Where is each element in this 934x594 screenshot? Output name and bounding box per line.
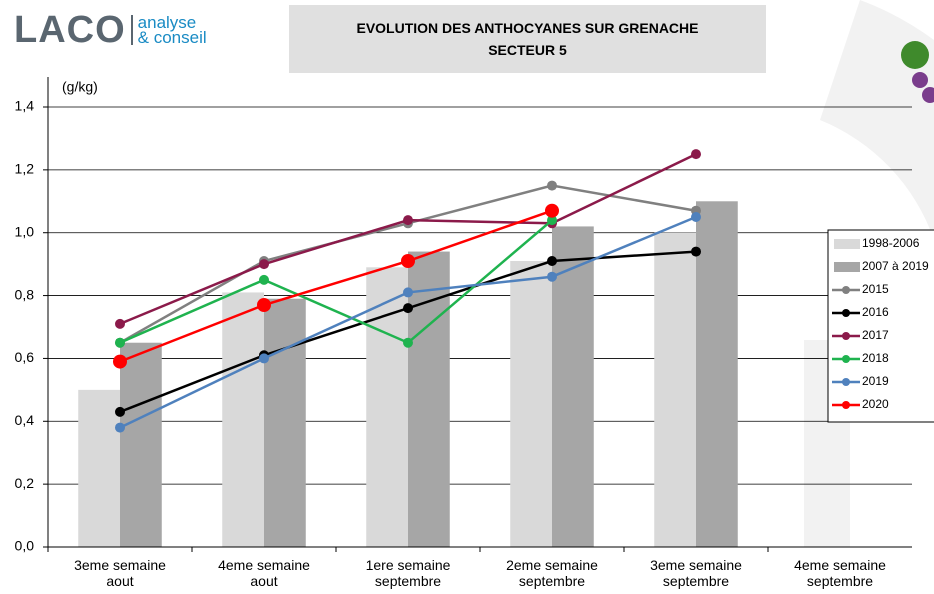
x-tick-label: 1ere semaine septembre (365, 557, 451, 589)
legend-swatch (834, 262, 860, 272)
point (257, 298, 271, 312)
logo-divider (130, 15, 133, 45)
legend-label: 2007 à 2019 (862, 259, 929, 273)
chart-subtitle: SECTEUR 5 (488, 42, 567, 58)
point (547, 215, 557, 226)
title-box: EVOLUTION DES ANTHOCYANES SUR GRENACHE S… (289, 5, 766, 73)
legend-swatch (842, 332, 850, 340)
y-axis-label: (g/kg) (62, 79, 98, 95)
logo-brand: LACO (14, 8, 126, 51)
point (401, 254, 415, 268)
bar (222, 292, 264, 547)
x-tick-label: 4eme semaine septembre (794, 557, 886, 589)
legend-label: 2016 (862, 305, 889, 319)
watermark (820, 0, 934, 240)
y-tick-label: 1,4 (15, 98, 35, 114)
y-tick-label: 0,8 (15, 286, 35, 302)
point (403, 287, 413, 298)
y-tick-label: 0,4 (15, 412, 35, 428)
grape-icon (901, 41, 934, 103)
bar (264, 298, 306, 547)
x-tick-label: 3eme semaine septembre (650, 557, 742, 589)
legend-label: 2017 (862, 328, 889, 342)
point (115, 422, 125, 433)
bar (696, 201, 738, 548)
x-tick-label: 4eme semaine aout (218, 557, 310, 589)
point (259, 259, 269, 270)
legend-label: 2019 (862, 374, 889, 388)
y-tick-label: 0,2 (15, 475, 35, 491)
point (545, 203, 559, 218)
point (403, 303, 413, 314)
point (259, 274, 269, 285)
logo-line: & conseil (137, 28, 207, 47)
point (691, 246, 701, 257)
point (259, 353, 269, 364)
bar (120, 342, 162, 547)
line (119, 219, 553, 345)
chart-title: EVOLUTION DES ANTHOCYANES SUR GRENACHE (356, 20, 699, 36)
legend-swatch (842, 309, 850, 317)
point (403, 215, 413, 226)
y-tick-label: 1,2 (15, 161, 35, 177)
bar (552, 226, 594, 547)
legend-label: 2020 (862, 397, 889, 411)
y-tick-label: 1,0 (15, 223, 35, 239)
legend-swatch (842, 286, 850, 294)
logo: LACO analyse & conseil (14, 8, 207, 51)
bar (654, 232, 696, 547)
legend-swatch (842, 378, 850, 386)
point (547, 256, 557, 266)
point (547, 180, 557, 191)
logo-text: analyse & conseil (137, 13, 207, 47)
bar (510, 261, 552, 547)
y-tick-label: 0,0 (15, 538, 35, 554)
bar (78, 389, 120, 547)
legend-label: 2015 (862, 282, 889, 296)
point (115, 318, 125, 329)
line (119, 209, 553, 363)
x-tick-label: 2eme semaine septembre (506, 557, 598, 589)
legend-label: 2018 (862, 351, 889, 365)
logo-line: analyse (137, 13, 197, 32)
point (691, 149, 701, 160)
y-tick-label: 0,6 (15, 349, 35, 365)
point (115, 406, 125, 417)
point (691, 212, 701, 222)
legend: 1998-2006 2007 à 2019 2015 2016 2017 2018 2019… (827, 229, 934, 423)
point (115, 337, 125, 348)
legend-swatch (842, 401, 850, 409)
point (113, 354, 127, 369)
x-tick-label: 3eme semaine aout (74, 557, 166, 589)
point (403, 337, 413, 348)
legend-label: 1998-2006 (862, 236, 920, 250)
legend-swatch (834, 239, 860, 249)
point (547, 271, 557, 282)
legend-swatch (842, 355, 850, 363)
